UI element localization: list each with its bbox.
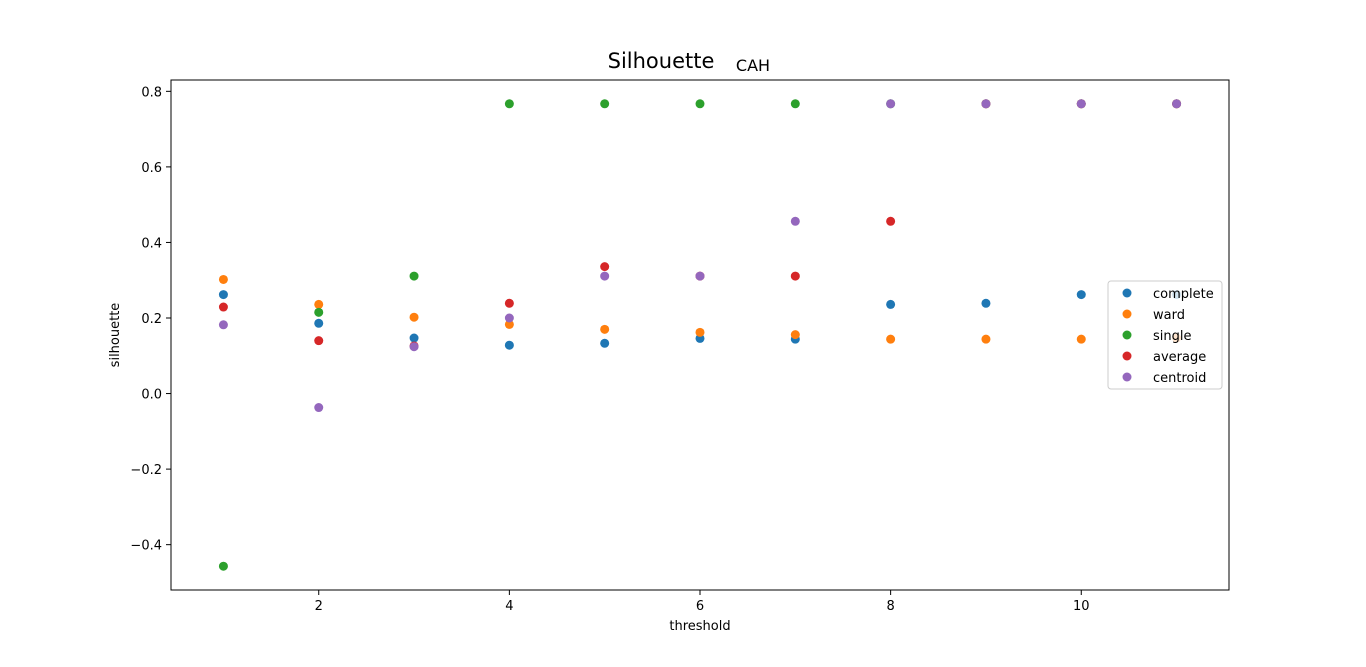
data-point-centroid (409, 342, 419, 352)
data-point-ward (790, 330, 800, 340)
y-axis: −0.4 −0.2 0.0 0.2 0.4 0.6 0.8 (130, 85, 171, 554)
x-tick-label: 2 (315, 599, 323, 614)
series-centroid (218, 99, 1182, 413)
data-point-single (790, 99, 800, 109)
data-point-ward (409, 312, 419, 322)
data-point-average (218, 302, 228, 312)
series-average (218, 99, 1182, 351)
data-point-single (504, 99, 514, 109)
data-point-complete (886, 299, 896, 309)
data-point-ward (695, 327, 705, 337)
chart-title: Silhouette (608, 49, 715, 73)
data-point-centroid (504, 313, 514, 323)
legend-label-average: average (1153, 350, 1206, 365)
series-complete (218, 290, 1182, 350)
y-tick-label: −0.4 (130, 539, 162, 554)
data-point-average (886, 216, 896, 226)
x-axis: 2 4 6 8 10 (315, 590, 1090, 614)
y-tick-label: 0.4 (141, 236, 162, 251)
data-point-single (409, 271, 419, 281)
x-tick-label: 10 (1073, 599, 1090, 614)
x-tick-label: 6 (696, 599, 704, 614)
data-point-centroid (314, 403, 324, 413)
data-point-complete (1076, 290, 1086, 300)
data-point-complete (504, 340, 514, 350)
data-point-ward (218, 274, 228, 284)
x-tick-label: 4 (505, 599, 513, 614)
data-point-ward (504, 319, 514, 329)
data-point-complete (409, 333, 419, 343)
data-point-single (218, 561, 228, 571)
data-point-single (314, 307, 324, 317)
legend: complete ward single average centroid (1107, 280, 1223, 390)
legend-label-single: single (1153, 329, 1192, 344)
legend-box (1107, 280, 1223, 390)
data-point-centroid (600, 271, 610, 281)
data-point-centroid (1172, 99, 1182, 109)
legend-marker-average (1122, 351, 1132, 361)
data-point-centroid (695, 271, 705, 281)
legend-marker-complete (1122, 288, 1132, 298)
data-point-average (600, 262, 610, 272)
x-tick-label: 8 (886, 599, 894, 614)
data-point-complete (600, 338, 610, 348)
data-point-complete (314, 318, 324, 328)
data-point-single (695, 99, 705, 109)
y-tick-label: 0.8 (141, 85, 162, 100)
legend-label-centroid: centroid (1153, 371, 1206, 386)
legend-marker-centroid (1122, 372, 1132, 382)
data-point-ward (886, 334, 896, 344)
data-point-centroid (218, 320, 228, 330)
data-point-centroid (886, 99, 896, 109)
chart-subtitle: CAH (736, 56, 770, 75)
data-point-average (504, 298, 514, 308)
y-tick-label: 0.0 (141, 388, 162, 403)
data-point-complete (218, 290, 228, 300)
y-axis-label: silhouette (108, 303, 123, 368)
data-point-ward (600, 324, 610, 334)
data-point-single (600, 99, 610, 109)
legend-marker-single (1122, 330, 1132, 340)
data-point-ward (1076, 334, 1086, 344)
data-point-centroid (1076, 99, 1086, 109)
data-point-centroid (790, 216, 800, 226)
y-tick-label: −0.2 (130, 463, 162, 478)
y-tick-label: 0.6 (141, 161, 162, 176)
legend-label-complete: complete (1153, 287, 1214, 302)
y-tick-label: 0.2 (141, 312, 162, 327)
series-ward (218, 274, 1182, 344)
plot-area (218, 99, 1182, 571)
data-point-ward (981, 334, 991, 344)
legend-marker-ward (1122, 309, 1132, 319)
legend-label-ward: ward (1153, 308, 1185, 323)
data-point-complete (981, 298, 991, 308)
data-point-average (314, 336, 324, 346)
data-point-ward (314, 299, 324, 309)
data-point-centroid (981, 99, 991, 109)
data-point-average (790, 271, 800, 281)
x-axis-label: threshold (669, 619, 730, 634)
